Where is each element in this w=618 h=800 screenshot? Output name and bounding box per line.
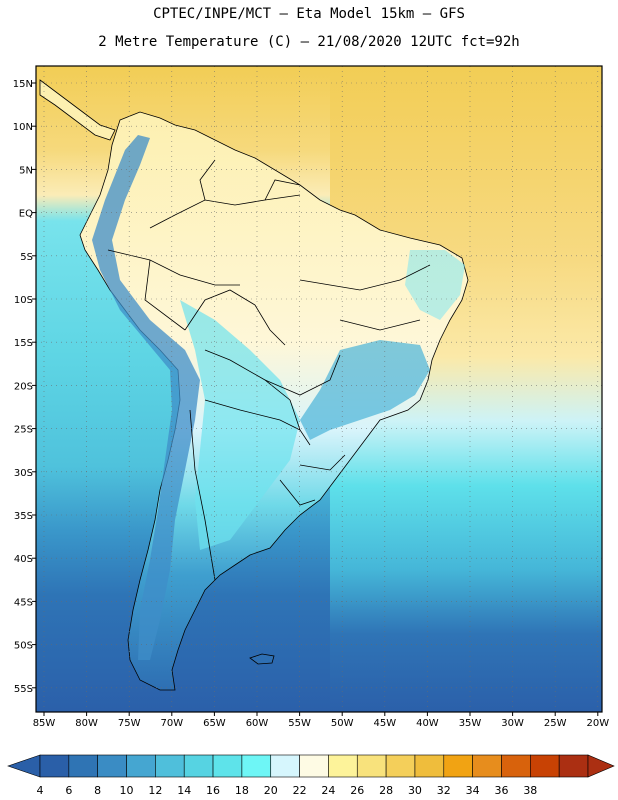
longitude-label: 35W — [459, 718, 482, 729]
colorbar-segment — [183, 754, 214, 778]
latitude-label: 25S — [14, 425, 33, 436]
colorbar-segment — [270, 754, 300, 778]
latitude-label: EQ — [19, 209, 33, 220]
longitude-label: 75W — [118, 718, 141, 729]
colorbar-label: 38 — [523, 784, 538, 797]
colorbar-segment — [472, 754, 502, 778]
longitude-label: 60W — [246, 718, 269, 729]
colorbar-segment — [155, 754, 185, 778]
longitude-label: 45W — [373, 718, 396, 729]
colorbar-label: 28 — [379, 784, 394, 797]
colorbar-label: 30 — [407, 784, 422, 797]
colorbar-label: 12 — [148, 784, 163, 797]
latitude-label: 10S — [14, 295, 33, 306]
colorbar-segment — [68, 754, 98, 778]
colorbar-segment — [385, 754, 416, 778]
colorbar-segment — [97, 754, 127, 778]
colorbar-label: 16 — [206, 784, 221, 797]
colorbar-segment — [39, 754, 70, 778]
colorbar-label: 8 — [94, 784, 102, 797]
longitude-labels: 85W 80W 75W 70W 65W 60W 55W 50W 45W 40W 35W 30W 25W 2… — [33, 712, 609, 729]
colorbar-segment — [414, 754, 445, 778]
colorbar-segment — [558, 754, 589, 778]
colorbar-label: 32 — [436, 784, 451, 797]
northeast-brazil-cool-patch — [405, 250, 465, 320]
falkland-islands — [249, 653, 275, 665]
longitude-label: 20W — [586, 718, 609, 729]
colorbar-segment — [530, 754, 560, 778]
colorbar-segment — [212, 754, 243, 778]
southeast-brazil-cold-patch — [300, 340, 430, 440]
colorbar-low-arrow — [7, 754, 41, 778]
title-line-2: 2 Metre Temperature (C) – 21/08/2020 12U… — [98, 34, 520, 50]
colorbar-segment — [299, 754, 329, 778]
longitude-label: 70W — [160, 718, 183, 729]
colorbar-segment — [241, 754, 272, 778]
colorbar-label: 26 — [350, 784, 365, 797]
colorbar-label: 20 — [263, 784, 278, 797]
country-borders — [107, 159, 431, 581]
latitude-label: 5N — [19, 165, 33, 176]
latitude-label: 45S — [14, 597, 33, 608]
latitude-label: 15S — [14, 338, 33, 349]
colorbar-label: 10 — [119, 784, 134, 797]
longitude-label: 30W — [501, 718, 524, 729]
latitude-labels: 15N 10N 5N EQ 5S 10S 15S 20S 25S 30S 35S 40S 45S 50S 5… — [13, 79, 36, 695]
colorbar-label: 36 — [494, 784, 509, 797]
longitude-label: 40W — [416, 718, 439, 729]
latitude-label: 55S — [14, 684, 33, 695]
colorbar-segment — [443, 754, 473, 778]
longitude-label: 85W — [33, 718, 56, 729]
latitude-label: 40S — [14, 554, 33, 565]
longitude-label: 65W — [203, 718, 226, 729]
colorbar-segment — [356, 754, 387, 778]
longitude-label: 50W — [331, 718, 354, 729]
colorbar-label: 24 — [321, 784, 336, 797]
colorbar-label: 4 — [36, 784, 44, 797]
latitude-label: 35S — [14, 511, 33, 522]
title-line-1: CPTEC/INPE/MCT – Eta Model 15km – GFS — [153, 6, 465, 22]
longitude-label: 80W — [75, 718, 98, 729]
colorbar-label: 34 — [465, 784, 480, 797]
andes-warm-patch — [180, 300, 300, 550]
latitude-label: 10N — [13, 122, 33, 133]
colorbar-label: 6 — [65, 784, 73, 797]
colorbar-label: 18 — [234, 784, 249, 797]
colorbar-segment — [328, 754, 358, 778]
colorbar-segment — [126, 754, 156, 778]
map-frame — [35, 65, 603, 713]
latitude-label: 15N — [13, 79, 33, 90]
latitude-label: 5S — [20, 252, 33, 263]
latitude-label: 50S — [14, 641, 33, 652]
longitude-label: 55W — [288, 718, 311, 729]
latitude-label: 30S — [14, 468, 33, 479]
colorbar-segment — [501, 754, 531, 778]
longitude-label: 25W — [544, 718, 567, 729]
latitude-label: 20S — [14, 381, 33, 392]
colorbar — [7, 754, 615, 778]
colorbar-high-arrow — [587, 754, 615, 778]
central-america — [39, 79, 116, 141]
andes-cold-band — [92, 135, 200, 660]
colorbar-label: 14 — [177, 784, 192, 797]
colorbar-label: 22 — [292, 784, 307, 797]
